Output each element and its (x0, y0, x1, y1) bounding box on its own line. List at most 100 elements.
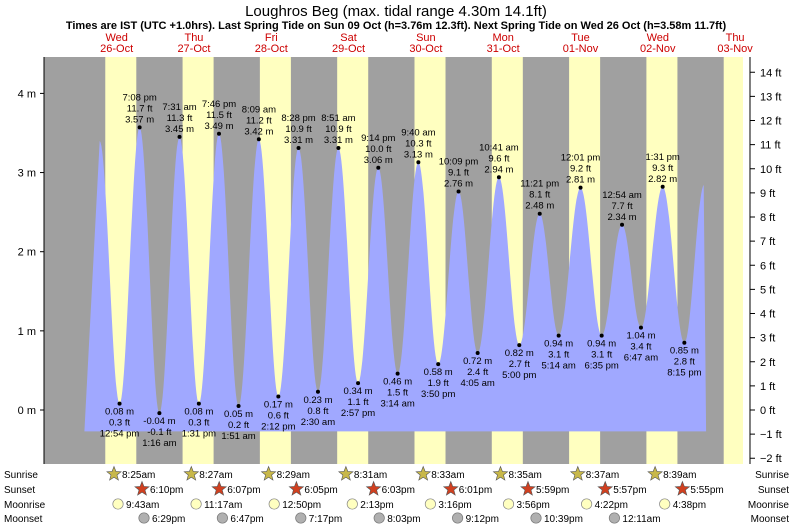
moonset-time: 10:39pm (544, 514, 583, 525)
low-tide-time: 6:47 am (624, 353, 658, 364)
moonset-icon (138, 512, 150, 524)
y-axis-feet: −2 ft −1 ft 0 ft 1 ft 2 ft 3 ft 4 ft 5 ft 6 ft 7 … (749, 57, 782, 465)
chart-title: Loughros Beg (max. tidal range 4.30m 14.… (245, 3, 547, 20)
sunrise-icon (647, 465, 663, 481)
sunset-icon (597, 480, 614, 496)
astro-row-label-left: Moonrise (4, 500, 46, 511)
low-tide-height-m: 0.08 m (105, 407, 134, 418)
high-tide-point (620, 222, 625, 227)
moonrise-icon (502, 498, 515, 510)
sunrise-icon (569, 465, 586, 481)
sunset-time: 6:10pm (150, 485, 183, 496)
high-tide-point (416, 160, 421, 165)
day-date: 29-Oct (332, 43, 365, 55)
low-tide-height-m: 0.46 m (383, 377, 412, 388)
day-name: Wed (647, 32, 669, 44)
low-tide-time: 5:00 pm (502, 370, 536, 381)
low-tide-time: 3:50 pm (421, 389, 455, 400)
low-tide-point (276, 394, 281, 399)
low-tide-height-ft: 0.8 ft (307, 406, 328, 417)
sunrise-time: 8:35am (509, 470, 542, 481)
high-tide-point (578, 185, 583, 190)
sunset-time: 5:57pm (613, 485, 646, 496)
sunrise-time: 8:27am (199, 470, 232, 481)
day-date: 02-Nov (640, 43, 676, 55)
low-tide-height-ft: 1.9 ft (428, 378, 449, 389)
low-tide-time: 1:31 pm (182, 429, 216, 440)
y2-tick-label: 9 ft (760, 188, 775, 200)
moonrise-icon (659, 498, 671, 510)
y-tick-label: 1 m (18, 326, 36, 338)
low-tide-height-m: 0.05 m (224, 409, 253, 420)
astro-row-label-left: Sunrise (4, 470, 38, 481)
high-tide-height-m: 2.81 m (566, 175, 595, 186)
low-tide-time: 6:35 pm (585, 361, 619, 372)
low-tide-height-m: 0.94 m (544, 339, 573, 350)
low-tide-time: 1:16 am (142, 438, 176, 449)
high-tide-point (456, 189, 461, 194)
moonrise-icon (346, 498, 358, 510)
moonset-time: 6:29pm (152, 514, 185, 525)
y2-tick-label: 4 ft (760, 309, 775, 321)
sunset-time: 6:01pm (459, 485, 492, 496)
high-tide-time: 8:28 pm (281, 113, 315, 124)
low-tide-height-m: 0.17 m (264, 400, 293, 411)
sunrise-icon (106, 465, 122, 481)
high-tide-height-ft: 7.7 ft (611, 201, 632, 212)
high-tide-height-ft: 9.6 ft (488, 153, 509, 164)
day-name: Sun (416, 32, 436, 44)
day-name: Thu (726, 32, 745, 44)
high-tide-height-ft: 9.2 ft (570, 164, 591, 175)
low-tide-height-m: 0.08 m (184, 407, 213, 418)
sunset-icon (365, 480, 382, 496)
moonset-time: 7:17pm (309, 514, 342, 525)
high-tide-time: 7:08 pm (122, 92, 156, 103)
moonset-icon (373, 512, 385, 524)
day-name: Thu (184, 32, 203, 44)
day-date: 27-Oct (177, 43, 210, 55)
astro-row-label-right: Moonrise (748, 500, 790, 511)
moonrise-icon (268, 498, 280, 510)
sunrise-time: 8:33am (431, 470, 464, 481)
astro-row-label-right: Moonset (751, 514, 790, 525)
high-tide-time: 11:21 pm (520, 179, 559, 190)
y2-tick-label: 6 ft (760, 260, 775, 272)
moonset-icon (216, 512, 228, 524)
sunset-time: 6:03pm (382, 485, 415, 496)
high-tide-height-ft: 10.9 ft (285, 124, 312, 135)
y2-tick-label: 1 ft (760, 381, 775, 393)
low-tide-height-m: 0.82 m (505, 348, 534, 359)
high-tide-height-m: 3.42 m (244, 126, 273, 137)
moonrise-time: 11:17am (204, 500, 242, 511)
y2-tick-label: 10 ft (760, 164, 781, 176)
low-tide-height-ft: 0.3 ft (109, 418, 130, 429)
low-tide-time: 2:30 am (301, 417, 335, 428)
moonrise-time: 4:22pm (595, 500, 628, 511)
moonrise-icon (581, 498, 593, 510)
sunset-icon (674, 480, 691, 496)
moonset-time: 12:11am (622, 514, 660, 525)
moonset-icon (530, 512, 542, 524)
high-tide-point (296, 146, 301, 151)
sunset-icon (134, 480, 150, 496)
y2-tick-label: 0 ft (760, 405, 775, 417)
moonrise-time: 3:56pm (517, 500, 550, 511)
high-tide-height-m: 3.31 m (324, 135, 353, 146)
high-tide-height-ft: 10.9 ft (325, 124, 352, 135)
high-tide-point (496, 175, 501, 180)
moonset-icon (608, 512, 620, 524)
chart-subtitle: Times are IST (UTC +1.0hrs). Last Spring… (66, 20, 727, 32)
high-tide-height-m: 2.34 m (608, 212, 637, 223)
moonrise-time: 3:16pm (438, 500, 471, 511)
day-date: 30-Oct (409, 43, 442, 55)
sunrise-time: 8:29am (277, 470, 310, 481)
low-tide-height-ft: 0.3 ft (188, 418, 209, 429)
low-tide-height-ft: 3.1 ft (548, 350, 569, 361)
y2-tick-label: 7 ft (760, 236, 775, 248)
moonset-time: 8:03pm (387, 514, 420, 525)
sunset-time: 6:07pm (227, 485, 260, 496)
sunrise-time: 8:25am (122, 470, 155, 481)
high-tide-point (177, 134, 182, 139)
high-tide-height-ft: 8.1 ft (529, 190, 550, 201)
